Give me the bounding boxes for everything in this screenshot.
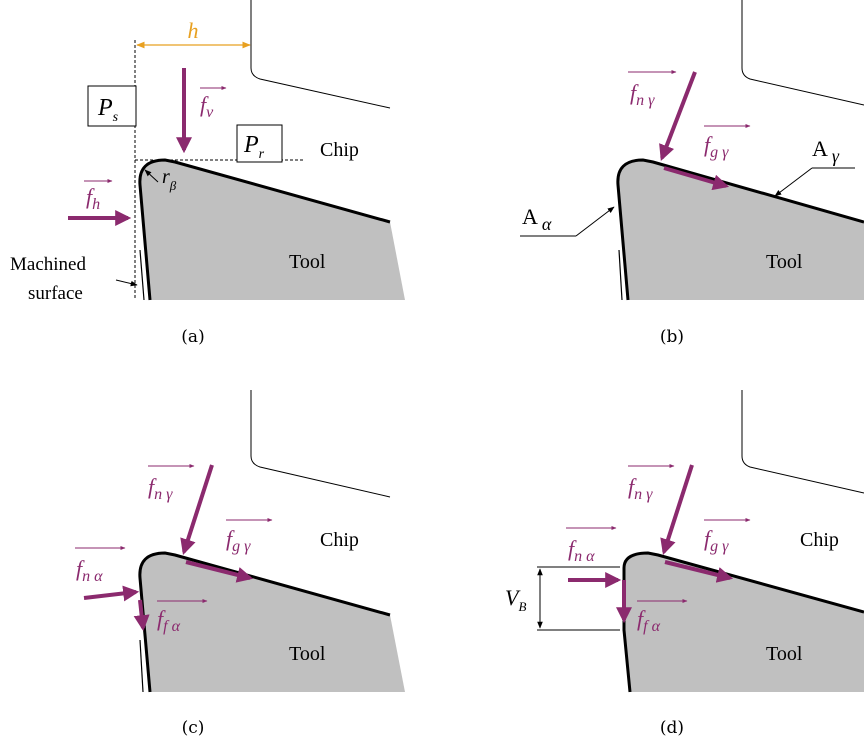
force-fng-label: fn γ [630, 80, 655, 109]
h-label: h [188, 18, 199, 43]
A-alpha-pointer [575, 206, 615, 237]
tool-body [617, 160, 864, 300]
force-fgg-label: fg γ [704, 132, 729, 161]
tool-body [139, 553, 406, 692]
Ps-label: Ps [97, 95, 119, 125]
force-fgg-label: fg γ [704, 526, 729, 555]
panel-c: fn γ fg γ fn α ff α Chip Tool (c) [75, 390, 406, 738]
force-fgg-arrow [664, 560, 734, 583]
force-fgg-arrow [663, 166, 730, 191]
machined-label-1: Machined [10, 254, 86, 275]
force-ffa-arrow [133, 599, 150, 632]
machined-surface-line [139, 639, 144, 693]
Ps-box [87, 85, 137, 127]
r-beta-pointer [144, 169, 159, 183]
VB-label: VB [505, 585, 526, 614]
chip-outline [741, 390, 864, 494]
caption-b: (b) [660, 327, 684, 347]
tool-outline [616, 158, 864, 301]
caption-d: (d) [660, 718, 684, 738]
tool-outline [622, 551, 864, 693]
machined-surface-line [139, 249, 145, 301]
machined-surface-line [618, 249, 623, 301]
tool-outline [138, 551, 391, 693]
Pr-box [236, 124, 283, 163]
tool-label: Tool [766, 643, 803, 665]
force-fna-label: fn α [76, 556, 103, 585]
chip-label: Chip [320, 139, 359, 161]
chip-outline [250, 0, 391, 109]
caption-c: (c) [182, 718, 205, 738]
force-fng-arrow [180, 464, 214, 556]
Pr-label: Pr [243, 132, 265, 162]
force-ffa-label: ff α [157, 606, 181, 635]
force-fgg-arrow [185, 560, 254, 583]
machined-label-2: surface [28, 283, 83, 304]
tool-label: Tool [766, 251, 803, 273]
r-beta-label: rβ [162, 166, 177, 193]
tool-outline [138, 158, 391, 301]
chip-label: Chip [800, 529, 839, 551]
force-fgg-label: fg γ [226, 526, 251, 555]
tool-label: Tool [289, 251, 326, 273]
tool-label: Tool [289, 643, 326, 665]
force-fng-label: fn γ [628, 474, 653, 503]
panel-a: h Ps Pr rβ fv fh Chip Tool Machined surf… [10, 0, 406, 347]
chip-outline [250, 390, 391, 498]
panel-d: VB fn γ fg γ fn α ff α Chip Tool (d) [505, 390, 864, 738]
force-fng-arrow [659, 71, 697, 161]
force-ffa-label: ff α [637, 606, 661, 635]
machined-pointer [115, 279, 138, 287]
A-gamma-pointer [774, 167, 813, 197]
caption-a: (a) [181, 327, 204, 347]
force-fh-label: fh [86, 184, 100, 213]
tool-body [139, 160, 406, 300]
force-fv-label: fv [200, 92, 214, 121]
force-fna-label: fn α [568, 536, 595, 565]
force-fna-arrow [83, 585, 140, 602]
force-fng-label: fn γ [148, 474, 173, 503]
force-fng-arrow [660, 464, 694, 556]
chip-label: Chip [320, 529, 359, 551]
tool-body [624, 553, 864, 692]
chip-outline [741, 0, 864, 106]
